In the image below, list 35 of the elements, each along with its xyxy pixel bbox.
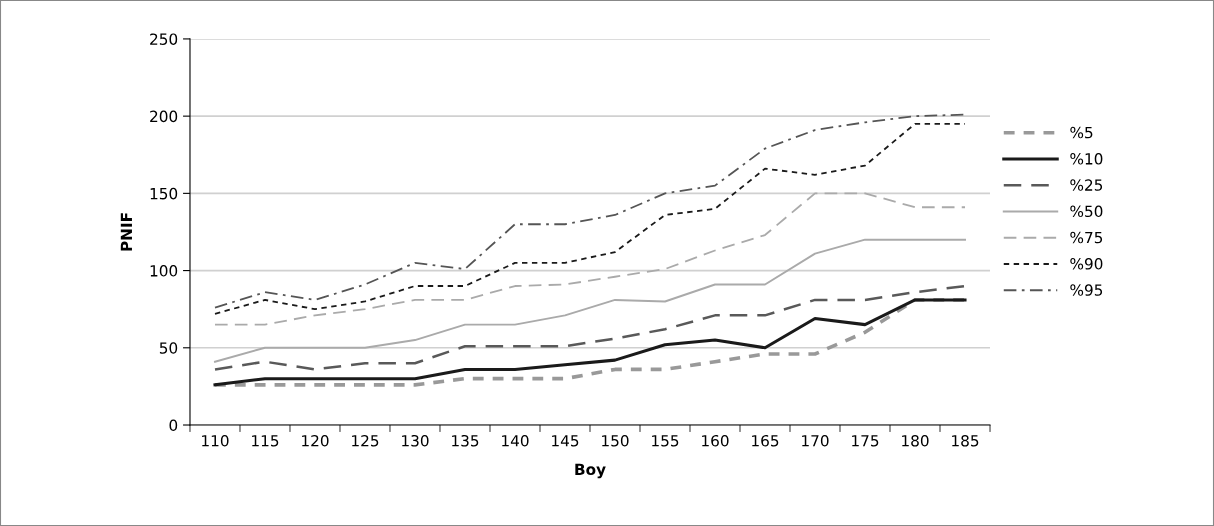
x-tick-label: 125 <box>352 435 379 447</box>
x-tick-label: 155 <box>652 435 679 447</box>
x-tick-label: 160 <box>702 435 729 447</box>
x-tick-label: 135 <box>452 435 479 447</box>
x-axis-title: Boy <box>575 463 606 479</box>
legend-label: %90 <box>1070 258 1103 270</box>
x-tick-label: 180 <box>902 435 929 447</box>
legend-label: %10 <box>1070 153 1103 165</box>
y-tick-label: 50 <box>159 342 178 354</box>
x-tick-label: 150 <box>602 435 629 447</box>
line-series <box>214 238 966 363</box>
x-tick-label: 165 <box>752 435 779 447</box>
legend-label: %75 <box>1070 231 1103 244</box>
legend-label: %50 <box>1070 205 1103 218</box>
line-series <box>213 298 967 387</box>
y-tick-label: 200 <box>150 110 178 123</box>
y-axis-title: PNIF <box>120 213 132 251</box>
x-tick-label: 115 <box>252 435 279 447</box>
y-tick-label: 150 <box>150 187 178 200</box>
x-tick-label: 140 <box>502 435 529 447</box>
legend-label: %95 <box>1070 284 1103 296</box>
x-tick-label: 175 <box>852 435 879 447</box>
x-tick-label: 145 <box>552 435 579 447</box>
x-tick-label: 120 <box>302 435 329 447</box>
y-tick-label: 250 <box>150 33 178 45</box>
line-series <box>213 284 967 371</box>
y-tick-label: 100 <box>150 265 178 277</box>
y-tick-label: 0 <box>169 419 178 432</box>
legend-label: %25 <box>1070 179 1103 191</box>
line-series <box>214 192 966 326</box>
x-tick-label: 185 <box>952 435 979 447</box>
legend-label: %5 <box>1070 126 1093 139</box>
x-tick-label: 130 <box>402 435 429 447</box>
x-tick-label: 110 <box>202 435 229 447</box>
x-tick-label: 170 <box>802 435 829 447</box>
